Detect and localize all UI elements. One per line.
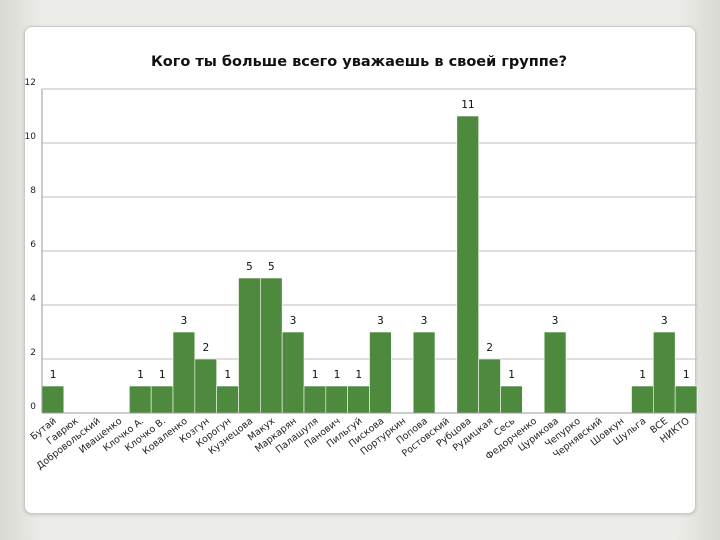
data-label: 3	[661, 314, 668, 327]
bar	[172, 331, 196, 414]
bar	[303, 385, 327, 414]
bar	[347, 385, 370, 414]
data-label: 2	[486, 341, 493, 354]
bars	[41, 115, 698, 414]
data-label: 1	[683, 368, 690, 381]
data-label: 1	[639, 368, 646, 381]
slide-panel	[24, 26, 696, 514]
bar	[260, 277, 283, 414]
bar	[129, 385, 152, 414]
data-label: 1	[50, 368, 57, 381]
data-label: 1	[355, 368, 362, 381]
data-label: 1	[159, 368, 166, 381]
y-tick-label: 0	[30, 402, 36, 412]
bar	[543, 331, 567, 414]
bar	[500, 385, 523, 414]
data-label: 1	[333, 368, 340, 381]
y-tick-label: 6	[30, 240, 36, 250]
bar	[150, 385, 174, 414]
data-label: 3	[421, 314, 428, 327]
data-label: 11	[461, 98, 474, 111]
data-label: 1	[508, 368, 515, 381]
bar	[478, 358, 501, 414]
axes: 024681012БутайГаврюкДобровольскийИващенк…	[25, 78, 697, 472]
y-tick-label: 8	[30, 186, 36, 196]
y-tick-label: 2	[30, 348, 36, 358]
bar	[631, 385, 654, 414]
bar	[653, 331, 676, 414]
bar	[674, 385, 698, 414]
data-label: 3	[181, 314, 188, 327]
y-tick-label: 10	[25, 132, 37, 142]
bar	[456, 115, 479, 414]
bar	[194, 358, 217, 414]
data-label: 1	[137, 368, 144, 381]
data-label: 1	[312, 368, 319, 381]
grid-lines	[42, 88, 697, 360]
data-label: 5	[246, 260, 253, 273]
bar	[369, 331, 392, 414]
data-label: 1	[224, 368, 231, 381]
bar	[325, 385, 348, 414]
data-label: 5	[268, 260, 275, 273]
bar	[238, 277, 261, 414]
bar	[216, 385, 239, 414]
data-label: 2	[202, 341, 209, 354]
data-label: 3	[552, 314, 559, 327]
y-tick-label: 4	[30, 294, 36, 304]
bar	[281, 331, 305, 414]
bar	[412, 331, 436, 414]
data-label: 3	[290, 314, 297, 327]
bar	[41, 385, 65, 414]
y-tick-label: 12	[25, 78, 36, 88]
chart-title: Кого ты больше всего уважаешь в своей гр…	[150, 54, 568, 70]
data-label: 3	[377, 314, 384, 327]
